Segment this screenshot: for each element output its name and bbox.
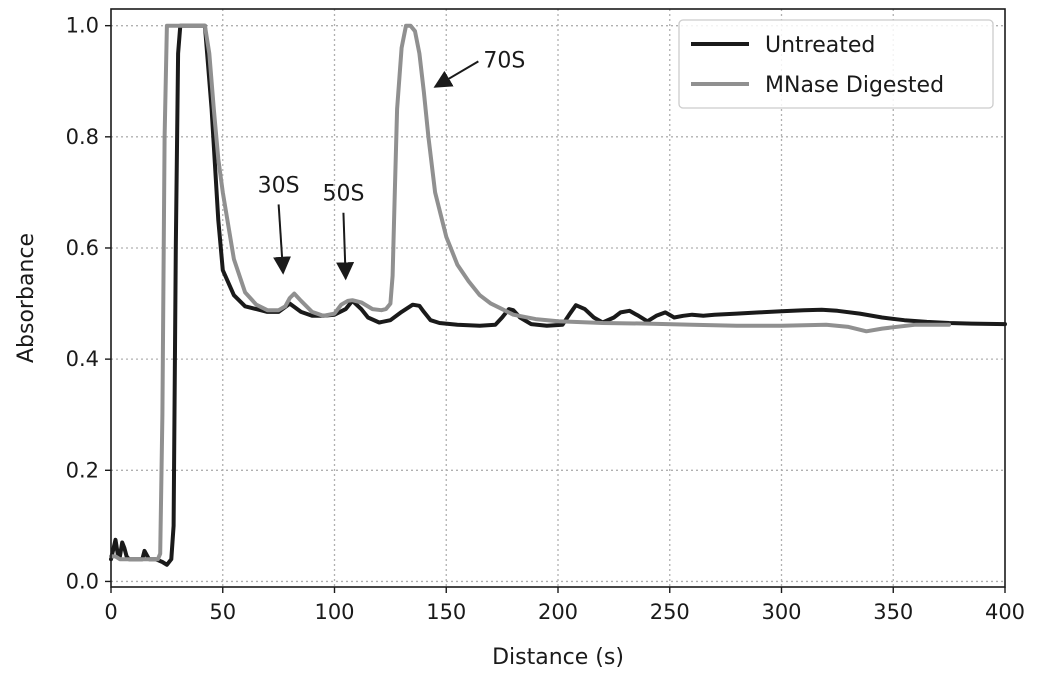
legend-label: MNase Digested xyxy=(765,73,944,98)
y-tick-label: 0.8 xyxy=(66,125,99,149)
y-tick-label: 0.6 xyxy=(66,236,99,260)
annotation-arrow xyxy=(336,212,355,281)
x-tick-label: 300 xyxy=(761,600,801,624)
x-tick-label: 100 xyxy=(314,600,354,624)
annotation-label: 70S xyxy=(483,48,525,73)
series-lines xyxy=(109,23,1007,567)
y-axis-title: Absorbance xyxy=(14,233,39,363)
x-tick-label: 400 xyxy=(985,600,1025,624)
y-tick-label: 0.2 xyxy=(66,458,99,482)
x-tick-label: 250 xyxy=(650,600,690,624)
series-line-untreated xyxy=(109,23,1007,567)
annotation-label: 50S xyxy=(322,182,364,207)
x-tick-label: 0 xyxy=(104,600,117,624)
series-line-mnase-digested xyxy=(109,23,952,562)
x-tick-label: 50 xyxy=(209,600,236,624)
legend: Untreated MNase Digested xyxy=(678,19,994,109)
legend-label: Untreated xyxy=(765,33,875,58)
x-tick-label: 150 xyxy=(426,600,466,624)
y-tick-label: 0.0 xyxy=(66,569,99,593)
y-tick-label: 0.4 xyxy=(66,347,99,371)
annotations: 30S 50S 70S xyxy=(258,48,525,281)
legend-box xyxy=(678,19,994,109)
annotation-arrow xyxy=(433,60,479,88)
axis-ticks: 0 50 100 150 200 250 300 350 400 0.0 0.2 0.4 0.6 0.8 1… xyxy=(66,14,1025,624)
x-axis-title: Distance (s) xyxy=(492,645,624,670)
annotation-label: 30S xyxy=(258,173,300,198)
x-tick-label: 200 xyxy=(538,600,578,624)
x-tick-label: 350 xyxy=(873,600,913,624)
annotation-arrow xyxy=(273,204,292,275)
y-tick-label: 1.0 xyxy=(66,14,99,38)
